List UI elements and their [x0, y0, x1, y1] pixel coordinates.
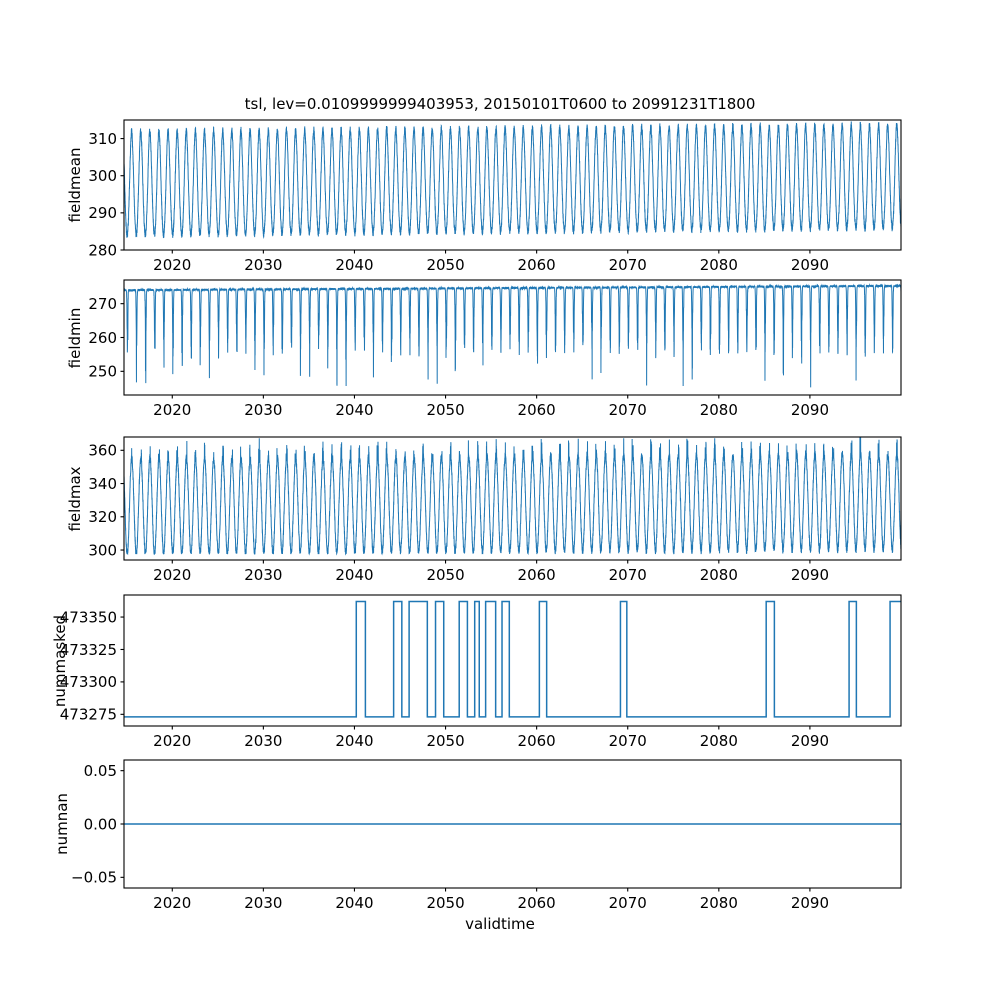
x-tick-label: 2080	[700, 256, 738, 274]
data-series-fieldmax	[124, 437, 901, 556]
x-tick-label: 2090	[791, 732, 829, 750]
x-tick-label: 2070	[609, 256, 647, 274]
x-tick-label: 2050	[426, 566, 464, 584]
y-tick-label: 473300	[60, 673, 117, 691]
x-tick-label: 2020	[153, 256, 191, 274]
x-tick-label: 2020	[153, 894, 191, 912]
x-tick-label: 2040	[335, 732, 373, 750]
x-tick-label: 2050	[426, 401, 464, 419]
x-tick-label: 2090	[791, 256, 829, 274]
y-tick-label: 0.00	[84, 815, 117, 833]
x-tick-label: 2090	[791, 566, 829, 584]
data-series-fieldmean	[124, 121, 901, 240]
x-tick-label: 2070	[609, 566, 647, 584]
x-tick-label: 2060	[518, 256, 556, 274]
y-tick-label: 250	[88, 363, 117, 381]
x-tick-label: 2060	[518, 401, 556, 419]
x-tick-label: 2040	[335, 894, 373, 912]
x-tick-label: 2090	[791, 401, 829, 419]
y-tick-label: 360	[88, 442, 117, 460]
y-tick-label: 473275	[60, 706, 117, 724]
data-series-nummasked	[124, 600, 901, 718]
y-tick-label: 310	[88, 130, 117, 148]
y-tick-label: 473350	[60, 608, 117, 626]
y-tick-label: 280	[88, 241, 117, 259]
x-tick-label: 2060	[518, 894, 556, 912]
x-tick-label: 2070	[609, 401, 647, 419]
x-tick-label: 2060	[518, 732, 556, 750]
x-tick-label: 2040	[335, 256, 373, 274]
y-tick-label: 0.05	[84, 762, 117, 780]
y-axis-label-numnan: numnan	[53, 793, 71, 855]
x-tick-label: 2030	[244, 566, 282, 584]
x-tick-label: 2050	[426, 894, 464, 912]
y-tick-label: 270	[88, 295, 117, 313]
subplot-fieldmin: 2020 2030 2040 2050 2060 2070 2080 2090 250 260 27…	[88, 279, 902, 419]
x-tick-label: 2030	[244, 732, 282, 750]
subplot-fieldmax: 2020 2030 2040 2050 2060 2070 2080 2090 300 320 34…	[88, 436, 902, 584]
subplot-fieldmean: 2020 2030 2040 2050 2060 2070 2080 2090 280 290 30…	[88, 119, 902, 274]
x-tick-label: 2020	[153, 732, 191, 750]
x-tick-label: 2020	[153, 566, 191, 584]
x-tick-label: 2030	[244, 256, 282, 274]
y-tick-label: 320	[88, 508, 117, 526]
subplot-nummasked: 2020 2030 2040 2050 2060 2070 2080 2090 473275 47…	[60, 594, 902, 750]
x-tick-label: 2080	[700, 732, 738, 750]
x-tick-label: 2080	[700, 894, 738, 912]
y-tick-label: 300	[88, 541, 117, 559]
y-tick-label: 260	[88, 329, 117, 347]
axes-frame	[123, 119, 902, 251]
y-tick-label: 340	[88, 475, 117, 493]
axes-frame	[123, 279, 902, 396]
x-tick-label: 2040	[335, 566, 373, 584]
y-tick-label: 300	[88, 167, 117, 185]
figure-title: tsl, lev=0.0109999999403953, 20150101T06…	[244, 95, 756, 113]
y-tick-label: 290	[88, 204, 117, 222]
x-tick-label: 2090	[791, 894, 829, 912]
y-tick-label: 473325	[60, 641, 117, 659]
x-tick-label: 2030	[244, 894, 282, 912]
x-tick-label: 2030	[244, 401, 282, 419]
x-axis-label: validtime	[465, 915, 535, 933]
x-tick-label: 2020	[153, 401, 191, 419]
subplot-numnan: 2020 2030 2040 2050 2060 2070 2080 2090 −0.05 0.0…	[71, 759, 902, 912]
x-tick-label: 2070	[609, 894, 647, 912]
x-tick-label: 2070	[609, 732, 647, 750]
x-tick-label: 2080	[700, 401, 738, 419]
data-series-fieldmin	[124, 283, 901, 388]
x-tick-label: 2080	[700, 566, 738, 584]
x-tick-label: 2050	[426, 256, 464, 274]
y-tick-label: −0.05	[71, 869, 117, 887]
axes-frame	[123, 594, 902, 727]
axes-frame	[123, 436, 902, 561]
x-tick-label: 2040	[335, 401, 373, 419]
x-tick-label: 2060	[518, 566, 556, 584]
x-tick-label: 2050	[426, 732, 464, 750]
